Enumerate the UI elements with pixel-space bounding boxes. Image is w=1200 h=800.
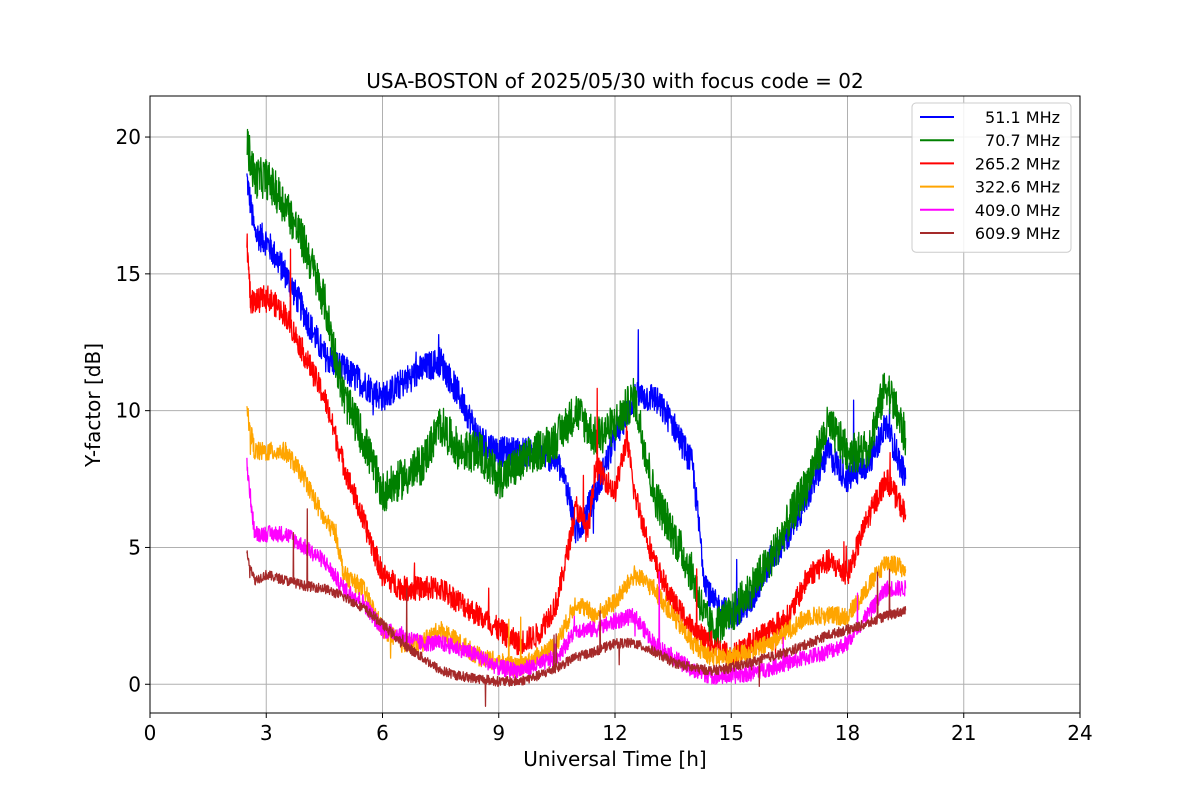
x-axis-label: Universal Time [h] <box>523 747 706 771</box>
y-tick-label: 0 <box>128 672 141 696</box>
series-line-4 <box>246 406 907 677</box>
legend-label: 51.1 MHz <box>985 108 1060 127</box>
legend-label: 322.6 MHz <box>975 178 1060 197</box>
legend-label: 70.7 MHz <box>985 131 1060 150</box>
legend: 51.1 MHz 70.7 MHz 265.2 MHz 322.6 MHz 409.0 … <box>911 102 1072 253</box>
series-line-2 <box>246 128 907 647</box>
legend-label: 609.9 MHz <box>975 224 1060 243</box>
series-line-6 <box>246 508 907 707</box>
x-tick-label: 3 <box>260 721 273 745</box>
x-tick-label: 15 <box>719 721 744 745</box>
chart-title: USA-BOSTON of 2025/05/30 with focus code… <box>366 69 863 93</box>
series-line-3 <box>246 233 907 667</box>
y-tick-label: 10 <box>116 399 141 423</box>
x-tick-label: 9 <box>492 721 505 745</box>
x-tick-label: 24 <box>1067 721 1092 745</box>
x-tick-label: 6 <box>376 721 389 745</box>
x-tick-label: 12 <box>602 721 627 745</box>
y-axis-label: Y-factor [dB] <box>81 343 105 468</box>
y-tick-label: 5 <box>128 535 141 559</box>
y-tick-label: 20 <box>116 125 141 149</box>
series-group <box>246 128 907 707</box>
x-tick-label: 18 <box>835 721 860 745</box>
y-axis: 0 5 10 15 20 <box>116 125 150 696</box>
x-tick-label: 21 <box>951 721 976 745</box>
x-axis: 0 3 6 9 12 15 18 21 24 <box>144 713 1093 745</box>
y-tick-label: 15 <box>116 262 141 286</box>
legend-label: 409.0 MHz <box>975 201 1060 220</box>
x-tick-label: 0 <box>144 721 157 745</box>
legend-label: 265.2 MHz <box>975 154 1060 173</box>
